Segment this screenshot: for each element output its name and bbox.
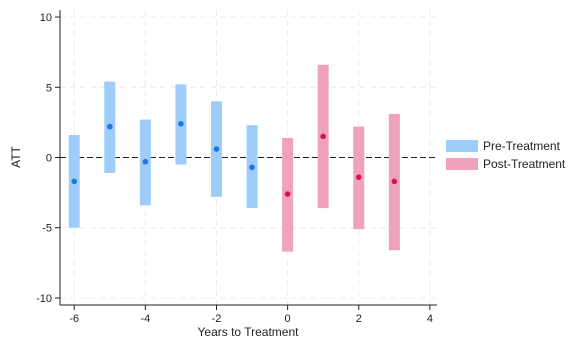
point-estimates bbox=[71, 120, 398, 197]
x-tick-label: 4 bbox=[427, 313, 433, 325]
y-tick-label: 5 bbox=[46, 82, 52, 94]
point-estimate-pre bbox=[71, 178, 78, 185]
point-estimate-pre bbox=[213, 146, 220, 152]
x-tick-label: -6 bbox=[69, 313, 79, 325]
legend: Pre-Treatment Post-Treatment bbox=[446, 139, 566, 171]
point-estimate-post bbox=[355, 174, 362, 180]
x-axis-ticks: -6 -4 -2 0 2 4 bbox=[69, 305, 433, 325]
y-tick-label: -10 bbox=[36, 293, 52, 305]
legend-label-post: Post-Treatment bbox=[483, 157, 566, 171]
grid-lines bbox=[60, 10, 437, 305]
x-tick-label: -4 bbox=[140, 313, 150, 325]
y-tick-label: 0 bbox=[46, 153, 52, 165]
point-estimate-pre bbox=[249, 164, 255, 171]
point-estimate-post bbox=[320, 133, 326, 140]
x-tick-label: -2 bbox=[212, 313, 222, 325]
point-estimate-post bbox=[284, 191, 291, 197]
x-tick-label: 2 bbox=[356, 313, 362, 325]
point-estimate-pre bbox=[178, 120, 184, 127]
point-estimate-post bbox=[391, 178, 398, 185]
y-axis-title: ATT bbox=[9, 145, 23, 167]
legend-label-pre: Pre-Treatment bbox=[483, 139, 561, 153]
legend-swatch-pre bbox=[446, 140, 478, 152]
x-tick-label: 0 bbox=[285, 313, 291, 325]
y-tick-label: -5 bbox=[42, 223, 52, 235]
point-estimate-pre bbox=[142, 158, 149, 165]
x-axis-title: Years to Treatment bbox=[198, 325, 300, 339]
y-axis-ticks: -10 -5 0 5 10 bbox=[36, 12, 60, 305]
y-tick-label: 10 bbox=[40, 12, 52, 24]
legend-swatch-post bbox=[446, 158, 478, 170]
point-estimate-pre bbox=[106, 123, 113, 130]
